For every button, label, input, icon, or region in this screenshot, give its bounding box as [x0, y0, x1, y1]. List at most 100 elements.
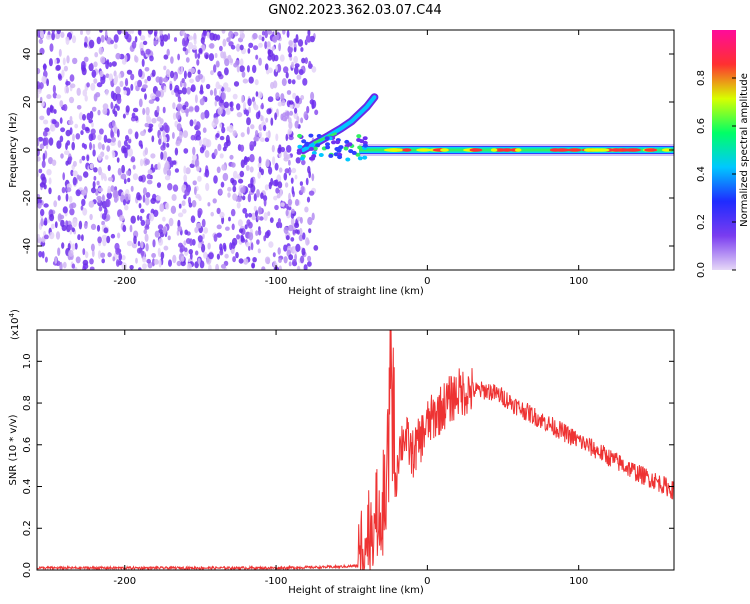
- noise-blob: [248, 42, 254, 48]
- noise-blob: [37, 194, 41, 199]
- noise-blob: [242, 78, 249, 84]
- noise-blob: [166, 142, 170, 148]
- noise-blob: [236, 65, 240, 73]
- noise-blob: [219, 153, 224, 159]
- noise-blob: [164, 175, 171, 181]
- noise-blob: [91, 187, 96, 194]
- noise-blob: [145, 218, 150, 225]
- noise-blob: [240, 132, 245, 138]
- noise-blob: [113, 186, 118, 192]
- noise-blob: [123, 178, 127, 185]
- noise-blob: [255, 130, 259, 136]
- noise-blob: [76, 105, 82, 110]
- noise-blob: [249, 154, 255, 163]
- noise-blob: [244, 224, 248, 230]
- noise-blob: [256, 189, 260, 198]
- noise-blob: [84, 95, 88, 102]
- noise-blob: [67, 224, 73, 231]
- noise-blob: [142, 84, 148, 89]
- noise-blob: [287, 198, 293, 206]
- noise-blob: [173, 37, 178, 42]
- noise-blob: [43, 137, 49, 146]
- noise-blob: [151, 135, 155, 143]
- noise-blob: [68, 119, 74, 125]
- noise-blob: [90, 62, 94, 72]
- colorbar-gradient: [712, 30, 736, 270]
- noise-blob: [215, 133, 220, 138]
- noise-blob: [151, 253, 157, 258]
- colorbar-tick-label: 0.2: [696, 214, 707, 230]
- signal-hotspot: [501, 148, 512, 152]
- figure-title: GN02.2023.362.03.07.C44: [268, 3, 442, 18]
- noise-blob: [39, 143, 45, 150]
- noise-blob: [51, 223, 55, 230]
- noise-blob: [144, 122, 150, 128]
- noise-blob: [288, 254, 294, 261]
- noise-blob: [177, 225, 183, 232]
- noise-blob: [81, 234, 84, 242]
- noise-blob: [253, 136, 259, 142]
- noise-blob: [287, 128, 292, 135]
- noise-blob: [278, 222, 282, 228]
- onset-blob: [304, 141, 310, 146]
- noise-blob: [147, 30, 154, 35]
- noise-blob: [194, 261, 199, 269]
- x-tick-label: 0: [424, 576, 430, 587]
- noise-blob: [80, 130, 84, 136]
- noise-blob: [95, 92, 101, 98]
- snr-multiplier-close: ): [10, 309, 21, 313]
- y-tick-label: 0.4: [22, 479, 33, 495]
- spectrogram-x-label: Height of straight line (km): [288, 286, 424, 297]
- noise-blob: [189, 238, 193, 247]
- noise-blob: [110, 233, 116, 239]
- noise-blob: [300, 117, 304, 124]
- noise-blob: [209, 89, 214, 96]
- noise-blob: [305, 177, 309, 186]
- signal-hotspot: [490, 148, 498, 152]
- noise-blob: [138, 203, 142, 209]
- noise-blob: [48, 177, 52, 185]
- noise-blob: [267, 130, 271, 139]
- noise-blob: [236, 202, 241, 209]
- noise-blob: [291, 208, 295, 214]
- noise-blob: [70, 202, 77, 209]
- noise-blob: [163, 65, 167, 71]
- signal-hotspot: [440, 148, 449, 152]
- noise-blob: [249, 166, 254, 173]
- noise-blob: [308, 228, 312, 234]
- noise-blob: [46, 78, 49, 87]
- noise-blob: [189, 252, 193, 260]
- noise-blob: [221, 92, 227, 101]
- noise-blob: [207, 202, 211, 207]
- noise-blob: [140, 50, 145, 56]
- noise-blob: [288, 224, 294, 232]
- signal-hotspot: [402, 148, 412, 152]
- noise-blob: [239, 30, 243, 35]
- x-tick-label: -100: [265, 276, 288, 287]
- noise-blob: [223, 101, 229, 109]
- noise-blob: [214, 100, 218, 107]
- noise-blob: [106, 145, 111, 152]
- x-tick-label: 100: [569, 576, 588, 587]
- noise-blob: [257, 91, 263, 99]
- noise-blob: [52, 84, 57, 94]
- noise-blob: [92, 143, 96, 150]
- noise-blob: [97, 154, 102, 161]
- noise-blob: [151, 117, 157, 124]
- noise-blob: [311, 99, 317, 109]
- noise-blob: [42, 64, 47, 69]
- noise-blob: [199, 138, 202, 147]
- noise-blob: [49, 104, 54, 113]
- noise-blob: [290, 237, 295, 242]
- signal-hotspot: [661, 148, 673, 152]
- noise-blob: [98, 47, 104, 55]
- noise-blob: [46, 94, 52, 100]
- noise-blob: [304, 57, 308, 64]
- noise-blob: [51, 159, 57, 166]
- noise-blob: [302, 232, 306, 240]
- noise-blob: [101, 258, 105, 264]
- noise-blob: [39, 115, 45, 121]
- noise-blob: [208, 252, 214, 260]
- noise-blob: [197, 208, 203, 216]
- noise-blob: [187, 42, 194, 50]
